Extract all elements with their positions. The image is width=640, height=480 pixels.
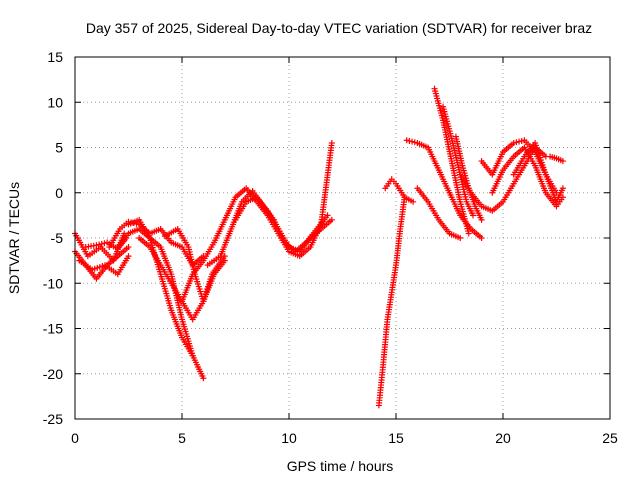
data-point: [518, 137, 525, 144]
y-tick-label: -15: [43, 321, 63, 337]
data-point: [125, 244, 132, 251]
series-arc-12: [232, 194, 335, 255]
y-tick-label: 0: [55, 185, 63, 201]
data-point: [125, 253, 132, 260]
series-arc-10: [179, 139, 335, 305]
series-arc-19: [452, 133, 485, 223]
data-point: [189, 352, 196, 359]
x-tick-label: 0: [71, 430, 79, 446]
chart-title: Day 357 of 2025, Sidereal Day-to-day VTE…: [86, 20, 592, 36]
y-tick-label: -5: [51, 230, 64, 246]
data-point: [93, 242, 100, 249]
x-tick-label: 25: [602, 430, 618, 446]
plot-frame: [74, 56, 611, 420]
data-point: [96, 241, 103, 248]
data-point: [559, 158, 566, 165]
x-tick-label: 20: [495, 430, 511, 446]
data-point: [510, 139, 517, 146]
y-tick-label: 5: [55, 140, 63, 156]
data-point: [478, 216, 485, 223]
series-arc-6: [114, 225, 207, 382]
y-tick-label: -10: [43, 275, 63, 291]
x-tick-label: 5: [178, 430, 186, 446]
series-arc-16: [414, 185, 464, 241]
data-point: [409, 138, 416, 145]
grid: [75, 57, 610, 419]
y-tick-label: 10: [47, 94, 63, 110]
data-point: [324, 212, 331, 219]
data-point: [411, 139, 418, 146]
data-point: [559, 185, 566, 192]
data-point: [465, 230, 472, 237]
data-point: [200, 375, 207, 382]
data-point: [410, 198, 417, 205]
y-tick-label: -25: [43, 411, 63, 427]
series-arc-17: [431, 85, 472, 237]
data-points: [72, 85, 566, 409]
y-tick-label: -20: [43, 366, 63, 382]
data-point: [406, 137, 413, 144]
data-point: [403, 137, 410, 144]
series-arc-13: [375, 194, 408, 409]
data-point: [457, 235, 464, 241]
data-point: [478, 235, 485, 241]
series-arc-24: [547, 153, 566, 165]
data-point: [516, 138, 523, 145]
series-arc-3: [76, 253, 132, 278]
data-point: [328, 216, 335, 223]
data-point: [328, 139, 335, 146]
data-point: [470, 212, 477, 219]
series-arc-14: [382, 176, 417, 205]
series-arc-23: [510, 139, 566, 205]
x-tick-label: 10: [281, 430, 297, 446]
x-axis-label: GPS time / hours: [287, 458, 394, 474]
y-axis-label: SDTVAR / TECUs: [6, 182, 22, 294]
series-arc-22: [489, 144, 566, 210]
data-point: [513, 139, 520, 146]
data-point: [98, 240, 105, 247]
series-arc-18: [440, 103, 477, 219]
x-tick-label: 15: [388, 430, 404, 446]
y-tick-label: 15: [47, 49, 63, 65]
series-arc-15: [403, 137, 485, 241]
